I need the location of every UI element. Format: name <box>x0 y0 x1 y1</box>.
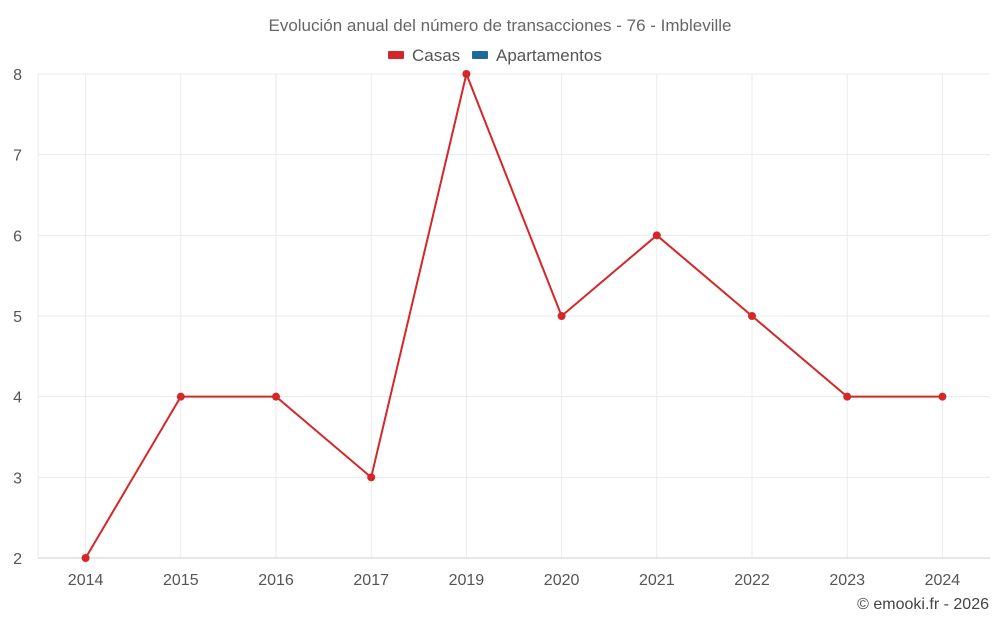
data-point-casas[interactable] <box>81 554 90 562</box>
data-point-casas[interactable] <box>938 392 947 401</box>
legend-swatch <box>472 51 488 59</box>
y-tick-label: 3 <box>13 470 22 487</box>
legend-item-casas[interactable]: Casas <box>388 46 460 65</box>
data-point-casas[interactable] <box>652 231 661 240</box>
y-tick-label: 7 <box>13 148 22 165</box>
data-point-casas[interactable] <box>272 392 280 401</box>
x-tick-label: 2017 <box>353 572 389 589</box>
x-axis-ticks: 2014 2015 2016 2017 2019 2020 2021 2022 2023 2024 <box>68 572 960 589</box>
y-tick-label: 8 <box>13 67 22 84</box>
x-tick-label: 2023 <box>829 572 865 589</box>
legend-label: Apartamentos <box>496 46 602 65</box>
legend: Casas Apartamentos <box>388 46 602 65</box>
x-tick-label: 2014 <box>68 572 104 589</box>
data-point-casas[interactable] <box>843 392 852 401</box>
legend-swatch <box>388 51 404 59</box>
data-point-casas[interactable] <box>462 70 471 78</box>
x-tick-label: 2022 <box>734 572 770 589</box>
x-tick-label: 2015 <box>163 572 199 589</box>
chart-title: Evolución anual del número de transaccio… <box>268 16 731 35</box>
x-tick-label: 2019 <box>449 572 485 589</box>
data-point-casas[interactable] <box>748 312 756 320</box>
x-tick-label: 2021 <box>639 572 675 589</box>
y-axis-ticks: 2 3 4 5 6 7 8 <box>13 67 22 568</box>
credit-text: © emooki.fr - 2026 <box>857 596 989 613</box>
y-tick-label: 6 <box>13 228 22 245</box>
data-point-casas[interactable] <box>557 312 566 320</box>
x-tick-label: 2020 <box>544 572 580 589</box>
series-line-casas <box>84 70 943 559</box>
series-casas <box>81 70 947 562</box>
x-tick-label: 2016 <box>258 572 294 589</box>
y-tick-label: 4 <box>13 390 22 407</box>
x-tick-label: 2024 <box>925 572 961 589</box>
legend-label: Casas <box>412 46 460 65</box>
data-point-casas[interactable] <box>367 473 376 482</box>
y-tick-label: 2 <box>13 551 22 568</box>
y-tick-label: 5 <box>13 309 22 326</box>
legend-item-apartamentos[interactable]: Apartamentos <box>472 46 602 65</box>
data-point-casas[interactable] <box>176 392 185 401</box>
